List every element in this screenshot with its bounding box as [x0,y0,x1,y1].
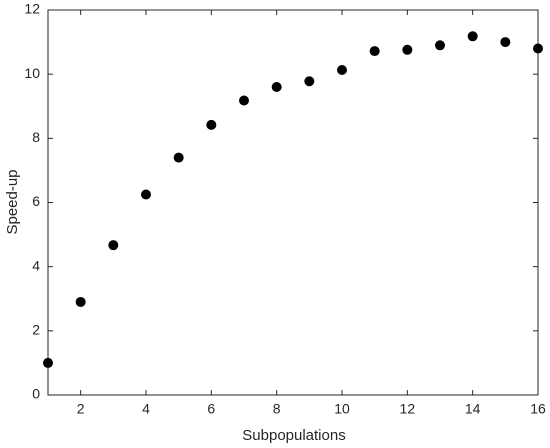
x-tick-label: 4 [142,401,150,417]
x-tick-label: 14 [465,401,481,417]
point [533,43,543,54]
point [141,189,151,200]
x-tick-label: 10 [334,401,350,417]
point [173,152,184,163]
point [500,37,511,48]
point [239,95,249,106]
y-axis-label: Speed-up [4,169,21,234]
point [435,40,445,51]
point [337,64,347,75]
x-tick-label: 12 [400,401,416,417]
point [402,44,413,55]
y-tick-label: 2 [32,322,40,338]
y-tick-label: 8 [32,129,40,145]
x-tick-label: 6 [207,401,215,417]
axes-frame [47,9,539,396]
point [43,357,53,368]
y-tick-label: 6 [32,193,40,209]
x-tick-label: 2 [77,401,85,417]
y-tick-label: 12 [24,1,40,17]
y-tick-label: 0 [32,386,40,402]
point [206,119,217,130]
y-tick-label: 4 [32,257,40,273]
x-tick-label: 8 [273,401,281,417]
point [271,82,282,92]
point [304,76,315,87]
point [108,240,119,251]
x-tick-label: 16 [530,401,546,417]
y-tick-label: 10 [24,65,40,81]
point [369,46,380,57]
x-axis-label: Subpopulations [242,427,345,444]
point [75,296,86,307]
point [467,31,478,42]
